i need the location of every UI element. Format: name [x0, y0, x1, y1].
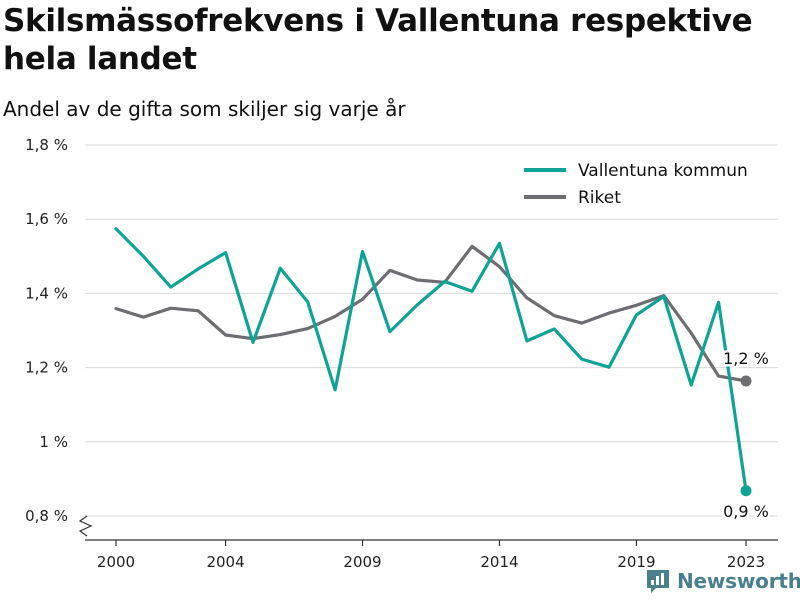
y-tick-label: 1,2 %: [25, 359, 68, 377]
brand-name: Newsworthy: [677, 569, 800, 593]
vallentuna-end-marker: [740, 485, 752, 497]
legend-label: Riket: [578, 188, 621, 208]
newsworthy-logo: Newsworthy: [645, 568, 800, 594]
label-layer: 0,9 % 1,2 %: [721, 346, 772, 523]
series-layer: [114, 227, 752, 497]
axis-break-icon: [78, 515, 93, 537]
x-tick-label: 2023: [727, 553, 765, 571]
y-tick-label: 1,8 %: [25, 136, 68, 154]
y-tick-label: 1,4 %: [25, 284, 68, 302]
riket-end-label: 1,2 %: [723, 349, 769, 368]
axis-layer: 0,8 % 1 % 1,2 % 1,4 % 1,6 % 1,8 % 2000 2004 2009…: [25, 136, 778, 571]
y-tick-label: 1,6 %: [25, 210, 68, 228]
x-tick-label: 2019: [617, 553, 655, 571]
y-tick-label: 1 %: [39, 433, 68, 451]
vallentuna-end-label: 0,9 %: [723, 502, 769, 521]
chart-subtitle: Andel av de gifta som skiljer sig varje …: [3, 97, 406, 121]
x-tick-label: 2009: [343, 553, 381, 571]
newsworthy-icon: [647, 570, 669, 593]
riket-end-marker: [740, 375, 752, 387]
vallentuna-line: [114, 227, 748, 493]
y-tick-label: 0,8 %: [25, 507, 68, 525]
x-tick-label: 2014: [480, 553, 518, 571]
chart-title: Skilsmässofrekvens i Vallentuna respekti…: [3, 3, 753, 77]
x-tick-label: 2004: [206, 553, 244, 571]
legend-label: Vallentuna kommun: [578, 161, 748, 181]
riket-line: [114, 244, 748, 383]
x-tick-label: 2000: [97, 553, 135, 571]
legend: Vallentuna kommun Riket: [524, 161, 748, 208]
